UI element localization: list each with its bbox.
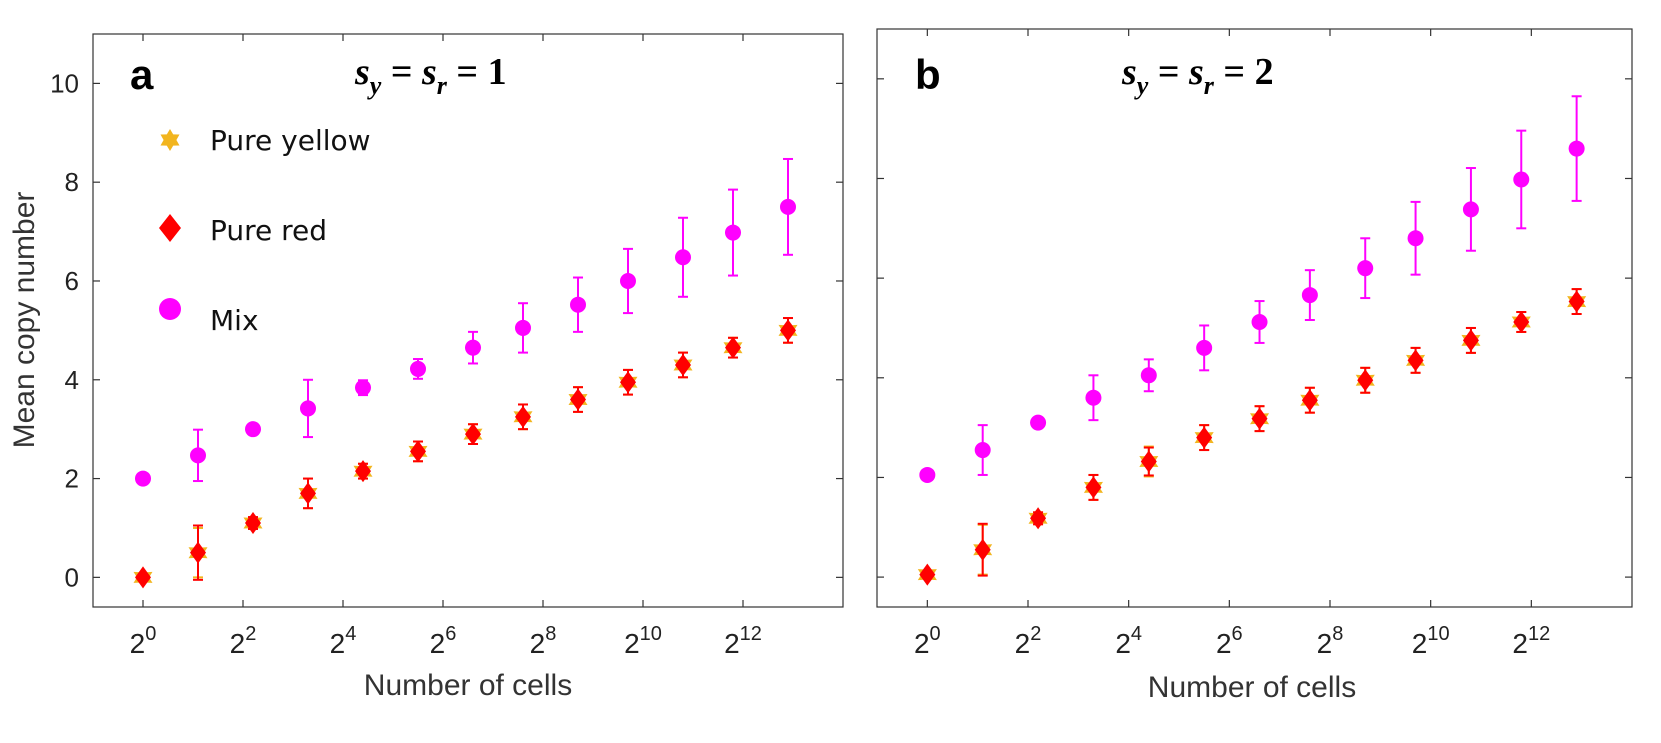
panel-a-x-tick-label: 20	[130, 623, 157, 659]
panel-b-point-mix	[1251, 313, 1268, 330]
legend-item-pure-red: Pure red	[159, 214, 327, 247]
panel-b-marks	[917, 95, 1587, 586]
panel-b-x-tick-label: 20	[914, 623, 941, 659]
panel-a-point-pure-red	[245, 512, 261, 535]
panel-b-x-axis-label: Number of cells	[1148, 671, 1356, 704]
panel-a-point-pure-red	[135, 566, 151, 589]
panel-a-point-mix	[515, 319, 531, 336]
panel-a-title: sy = sr = 1	[354, 51, 507, 100]
panel-a-y-tick-label: 6	[65, 266, 79, 296]
panel-a-point-pure-red	[515, 405, 531, 428]
panel-a-plot-area	[92, 33, 844, 608]
panel-a-point-mix	[135, 470, 151, 487]
panel-a-point-mix	[570, 296, 586, 313]
panel-b: 20 22 24 26 28 210 212 b sy = sr = 2 Number of…	[876, 28, 1633, 704]
panel-b-point-pure-red	[1140, 450, 1157, 473]
star-icon	[160, 129, 180, 151]
panel-a-point-mix	[725, 224, 741, 241]
panel-b-point-pure-red	[1462, 329, 1479, 352]
panel-a-x-tick-label: 22	[230, 623, 257, 659]
legend-item-mix: Mix	[159, 298, 259, 337]
panel-b-x-tick-label: 210	[1412, 623, 1450, 659]
diamond-icon	[159, 214, 181, 242]
panel-b-point-pure-red	[1030, 507, 1047, 530]
legend-label-mix: Mix	[210, 304, 259, 337]
panel-a-point-mix	[245, 421, 261, 438]
panel-a-point-mix	[190, 447, 206, 464]
panel-a-point-pure-red	[190, 541, 206, 564]
panel-b-point-mix	[1196, 339, 1213, 356]
panel-b-point-mix	[1568, 140, 1585, 157]
panel-b-x-tick-label: 22	[1015, 623, 1042, 659]
legend-item-pure-yellow: Pure yellow	[160, 124, 371, 157]
panel-b-point-pure-red	[919, 563, 936, 586]
panel-b-letter: b	[915, 51, 941, 98]
panel-b-point-mix	[1513, 171, 1530, 188]
panel-a-x-tick-label: 24	[330, 623, 357, 659]
panel-a-point-pure-red	[300, 482, 316, 505]
panel-a-x-tick-label: 26	[430, 623, 457, 659]
panel-b-x-tick-label: 24	[1115, 623, 1142, 659]
panel-a-y-tick-label: 8	[65, 167, 79, 197]
panel-b-point-pure-red	[1357, 369, 1374, 392]
panel-b-point-mix	[1357, 260, 1374, 277]
panel-a-x-axis-label: Number of cells	[364, 669, 572, 702]
panel-a-letter: a	[130, 51, 154, 98]
panel-a-y-tick-label: 4	[65, 365, 79, 395]
panel-a-x-tick-label: 212	[724, 623, 762, 659]
legend-label-pure-yellow: Pure yellow	[210, 124, 371, 157]
panel-a-point-pure-red	[410, 440, 426, 463]
panel-a-x-tick-label: 210	[624, 623, 662, 659]
panel-b-point-pure-red	[1085, 476, 1102, 499]
panel-a-x-tick-label: 28	[530, 623, 557, 659]
panel-b-point-mix	[919, 466, 936, 483]
circle-icon	[159, 298, 181, 320]
panel-a-point-mix	[300, 400, 316, 417]
panel-b-point-pure-red	[1251, 407, 1268, 430]
panel-b-x-tick-label: 28	[1317, 623, 1344, 659]
panel-b-point-mix	[1085, 389, 1102, 406]
panel-a-y-axis-label: Mean copy number	[8, 192, 41, 449]
panel-b-point-mix	[974, 442, 991, 459]
panel-b-point-mix	[1407, 230, 1424, 247]
panel-a-y-tick-label: 2	[65, 464, 79, 494]
panel-a-point-mix	[465, 339, 481, 356]
panel-b-point-pure-red	[1568, 290, 1585, 313]
panel-a-point-mix	[620, 272, 636, 289]
panel-a-point-mix	[780, 198, 796, 215]
panel-b-x-tick-label: 212	[1512, 623, 1550, 659]
panel-a-point-mix	[410, 360, 426, 377]
panel-b-point-pure-red	[1513, 310, 1530, 333]
panel-a-point-mix	[675, 249, 691, 266]
panel-b-point-pure-red	[974, 538, 991, 561]
panel-b-point-mix	[1030, 414, 1047, 431]
panel-b-point-mix	[1462, 201, 1479, 218]
panel-a-point-mix	[355, 379, 371, 396]
panel-b-ticks: 20 22 24 26 28 210 212	[877, 29, 1632, 659]
panel-a-point-pure-red	[465, 423, 481, 446]
panel-a-point-pure-red	[570, 388, 586, 411]
panel-b-point-pure-red	[1301, 389, 1318, 412]
panel-a-point-pure-red	[355, 460, 371, 483]
panel-b-point-mix	[1140, 367, 1157, 384]
legend-label-pure-red: Pure red	[210, 214, 327, 247]
panel-b-title: sy = sr = 2	[1121, 51, 1274, 100]
panel-a-point-pure-red	[620, 371, 636, 394]
panel-b-point-pure-red	[1407, 349, 1424, 372]
panel-b-point-pure-red	[1196, 426, 1213, 449]
panel-a-y-tick-label: 10	[50, 68, 79, 98]
panel-b-x-tick-label: 26	[1216, 623, 1243, 659]
panel-a-marks	[133, 157, 798, 589]
legend: Pure yellow Pure red Mix	[159, 124, 371, 337]
panel-a-point-pure-red	[725, 336, 741, 359]
panel-a-point-pure-red	[780, 319, 796, 342]
panel-b-point-mix	[1301, 287, 1318, 304]
panel-a-y-tick-label: 0	[65, 562, 79, 592]
panel-a-point-pure-red	[675, 353, 691, 376]
